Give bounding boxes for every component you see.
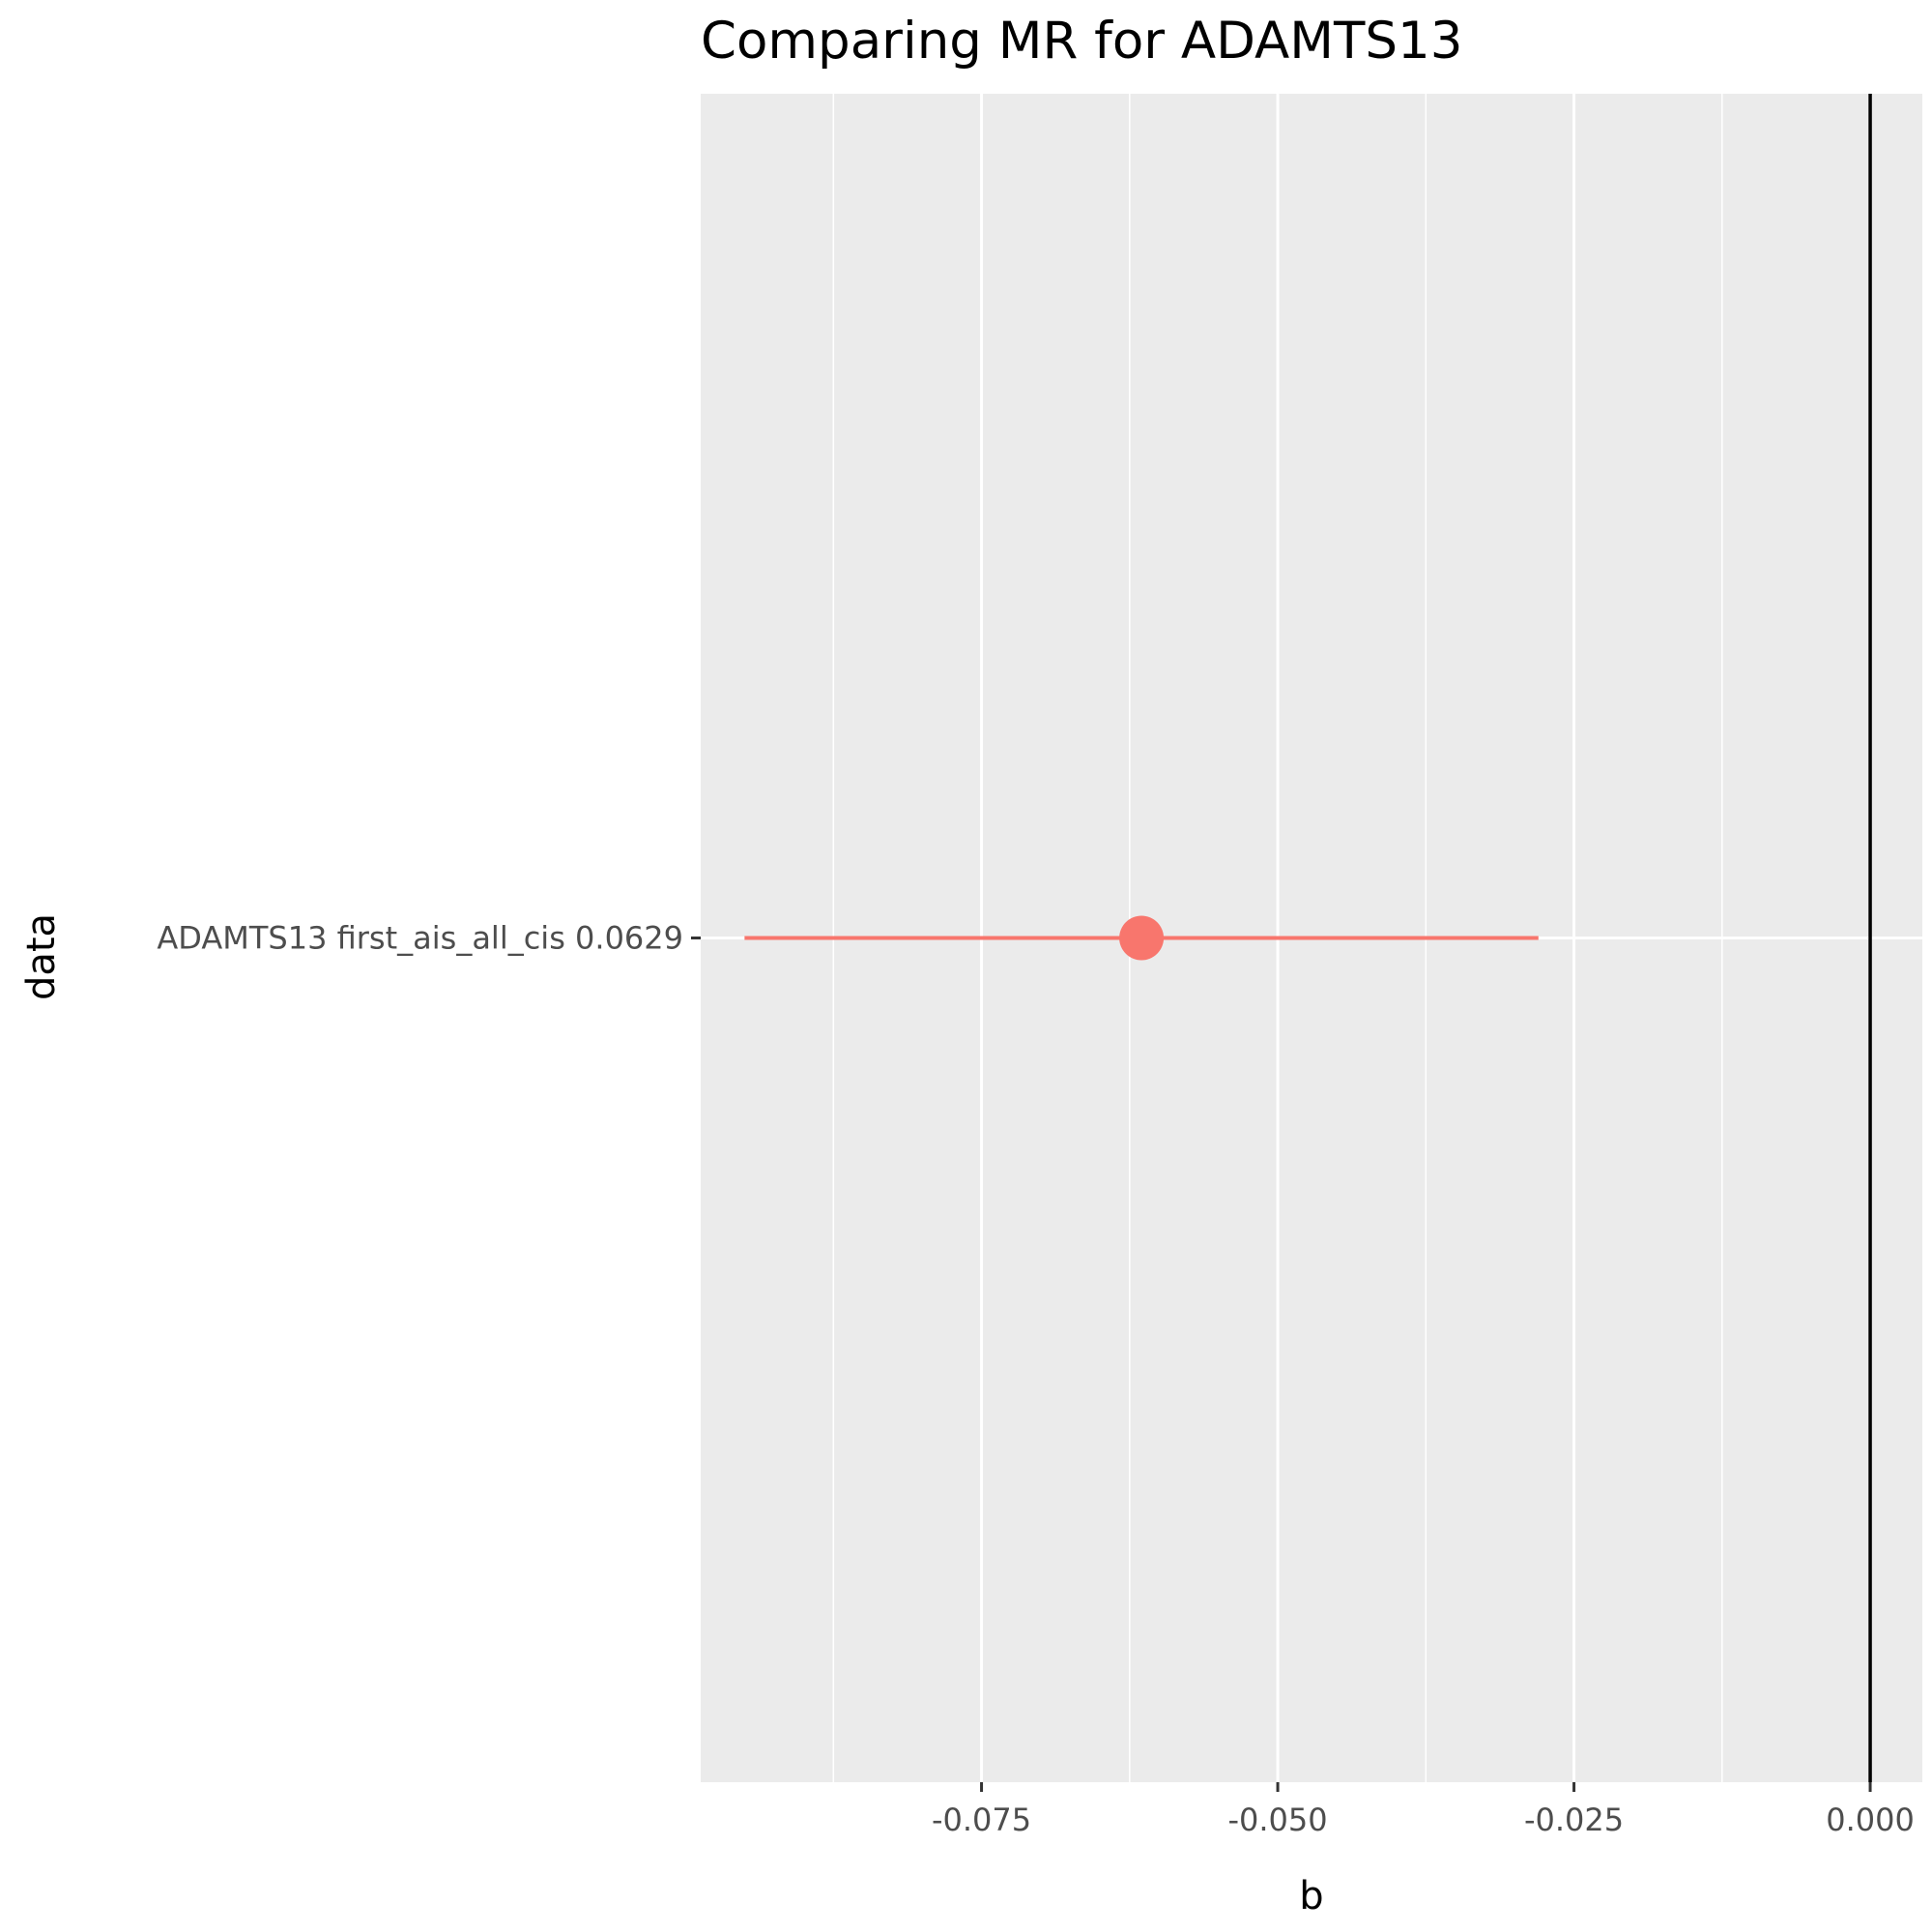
- x-axis-title: b: [1299, 1874, 1323, 1918]
- x-tick-label: 0.000: [1826, 1802, 1915, 1838]
- point-estimate: [1119, 915, 1165, 961]
- x-axis: -0.075 -0.050 -0.025 0.000: [932, 1782, 1915, 1838]
- y-axis: ADAMTS13 first_ais_all_cis 0.0629: [157, 920, 701, 957]
- chart-title: Comparing MR for ADAMTS13: [701, 12, 1462, 71]
- x-tick-label: -0.075: [932, 1802, 1031, 1838]
- y-tick-label: ADAMTS13 first_ais_all_cis 0.0629: [157, 920, 683, 957]
- data-marks: [744, 915, 1539, 961]
- y-axis-title: data: [19, 913, 64, 1000]
- x-tick-label: -0.050: [1227, 1802, 1327, 1838]
- x-tick-label: -0.025: [1524, 1802, 1624, 1838]
